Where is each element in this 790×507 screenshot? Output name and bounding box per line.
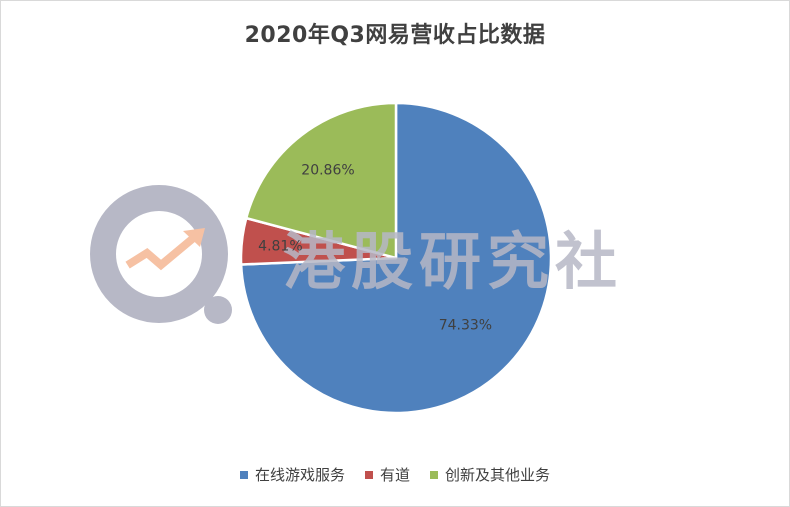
watermark-dot xyxy=(204,296,232,324)
legend: 在线游戏服务 有道 创新及其他业务 xyxy=(1,464,789,485)
watermark-logo xyxy=(90,185,232,324)
legend-label-1: 在线游戏服务 xyxy=(254,466,345,484)
watermark-arrow-icon xyxy=(125,228,205,271)
legend-item-3: 创新及其他业务 xyxy=(430,464,550,485)
watermark-ring xyxy=(90,185,228,323)
legend-label-2: 有道 xyxy=(379,466,410,484)
legend-swatch-1 xyxy=(239,470,248,479)
data-label-2: 4.81% xyxy=(258,238,302,254)
legend-item-2: 有道 xyxy=(364,464,410,485)
legend-label-3: 创新及其他业务 xyxy=(445,466,551,484)
watermark-text: 港股研究社 xyxy=(283,225,623,298)
chart-title: 2020年Q3网易营收占比数据 xyxy=(244,23,546,48)
legend-swatch-3 xyxy=(430,470,438,479)
legend-item-1: 在线游戏服务 xyxy=(239,464,345,485)
pie-slice-3 xyxy=(244,101,398,260)
legend-swatch-2 xyxy=(364,470,373,479)
data-label-1: 74.33% xyxy=(439,318,492,334)
data-label-3: 20.86% xyxy=(301,163,354,179)
